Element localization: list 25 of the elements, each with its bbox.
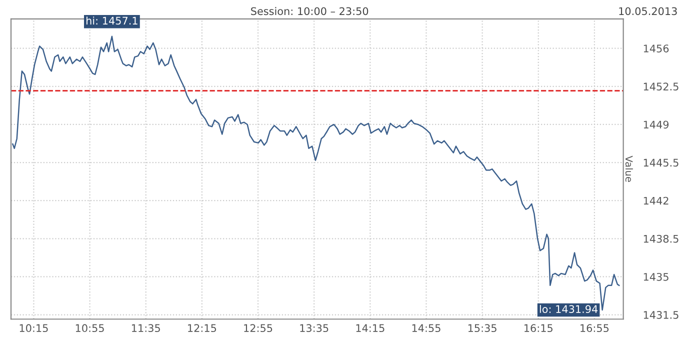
x-tick-label: 10:15 [20, 324, 48, 332]
x-tick-label: 12:15 [188, 324, 216, 332]
x-tick-label: 16:15 [524, 324, 552, 332]
x-tick-label: 15:35 [468, 324, 496, 332]
annotation: lo: 1431.94 [540, 304, 598, 314]
y-tick-label: 1449 [644, 120, 669, 129]
y-tick-label: 1435 [644, 272, 668, 281]
x-tick-label: 14:55 [412, 324, 440, 332]
y-tick-label: 1456 [644, 44, 669, 52]
text: 10.05.2013 [619, 7, 677, 16]
y-tick-label: 1445.5 [644, 158, 678, 167]
x-tick-label: 16:55 [580, 324, 609, 332]
y-tick-label: 1442 [644, 196, 668, 205]
y-tick-label: 1452.5 [644, 82, 678, 91]
x-tick-label: 11:35 [132, 324, 160, 332]
y-tick-label: 1431.5 [644, 311, 678, 319]
text: Session: 10:00 – 23:50 [251, 7, 368, 16]
line-series [12, 36, 620, 311]
annotation: hi: 1457.1 [86, 16, 138, 25]
x-tick-label: 14:15 [356, 324, 384, 332]
y-axis-title: Value [625, 156, 633, 182]
x-tick-label: 10:55 [76, 324, 104, 332]
x-tick-label: 13:35 [300, 324, 328, 332]
y-tick-label: 1438.5 [644, 234, 678, 243]
x-tick-label: 12:55 [244, 324, 272, 332]
